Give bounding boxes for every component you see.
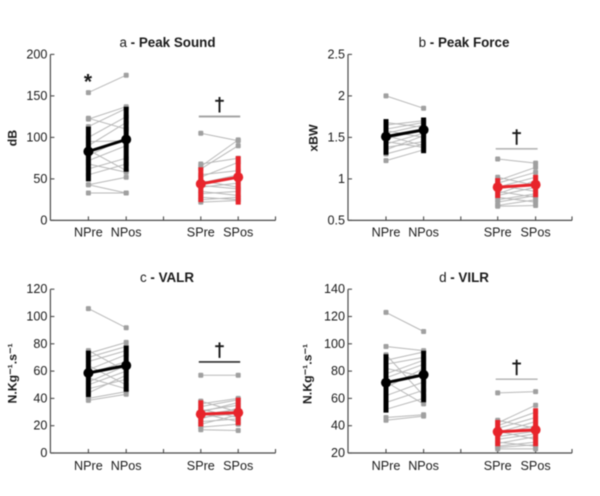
svg-text:NPos: NPos <box>408 459 439 473</box>
svg-text:40: 40 <box>33 391 47 405</box>
svg-text:150: 150 <box>26 89 47 103</box>
svg-text:SPre: SPre <box>187 226 215 240</box>
svg-text:NPos: NPos <box>111 459 142 473</box>
svg-text:80: 80 <box>331 364 345 378</box>
svg-text:120: 120 <box>26 282 47 296</box>
svg-text:40: 40 <box>331 419 345 433</box>
svg-text:SPos: SPos <box>223 226 253 240</box>
svg-text:80: 80 <box>33 337 47 351</box>
svg-text:SPre: SPre <box>484 459 512 473</box>
svg-text:c - VALR: c - VALR <box>140 270 194 285</box>
svg-text:100: 100 <box>26 130 47 144</box>
svg-text:xBW: xBW <box>307 124 321 152</box>
svg-text:d - VILR: d - VILR <box>439 270 489 285</box>
svg-text:N.Kg⁻¹.s⁻¹: N.Kg⁻¹.s⁻¹ <box>6 343 20 403</box>
svg-text:b - Peak Force: b - Peak Force <box>419 35 510 50</box>
svg-text:a - Peak Sound: a - Peak Sound <box>120 35 216 50</box>
svg-text:dB: dB <box>6 130 20 147</box>
svg-text:NPre: NPre <box>372 226 401 240</box>
svg-text:60: 60 <box>33 364 47 378</box>
svg-text:100: 100 <box>324 337 345 351</box>
svg-text:2: 2 <box>338 89 345 103</box>
svg-text:0: 0 <box>40 446 47 460</box>
svg-text:50: 50 <box>33 172 47 186</box>
svg-text:0: 0 <box>40 213 47 227</box>
svg-text:1.5: 1.5 <box>327 130 345 144</box>
svg-text:20: 20 <box>331 446 345 460</box>
svg-text:60: 60 <box>331 391 345 405</box>
svg-text:NPre: NPre <box>74 459 103 473</box>
svg-text:SPos: SPos <box>223 459 253 473</box>
svg-text:200: 200 <box>26 47 47 61</box>
svg-text:SPre: SPre <box>484 226 512 240</box>
svg-text:NPre: NPre <box>372 459 401 473</box>
svg-text:SPos: SPos <box>521 226 551 240</box>
svg-text:N.Kg⁻¹.s⁻¹: N.Kg⁻¹.s⁻¹ <box>301 344 315 404</box>
svg-text:NPos: NPos <box>111 226 142 240</box>
svg-text:NPos: NPos <box>408 226 439 240</box>
svg-text:SPre: SPre <box>187 459 215 473</box>
svg-text:100: 100 <box>26 310 47 324</box>
svg-text:*: * <box>84 71 93 94</box>
svg-text:120: 120 <box>324 310 345 324</box>
svg-text:20: 20 <box>33 419 47 433</box>
svg-text:140: 140 <box>324 282 345 296</box>
svg-text:2.5: 2.5 <box>327 47 345 61</box>
svg-text:SPos: SPos <box>521 459 551 473</box>
svg-text:0.5: 0.5 <box>327 213 345 227</box>
svg-text:NPre: NPre <box>74 226 103 240</box>
svg-text:1: 1 <box>338 172 345 186</box>
